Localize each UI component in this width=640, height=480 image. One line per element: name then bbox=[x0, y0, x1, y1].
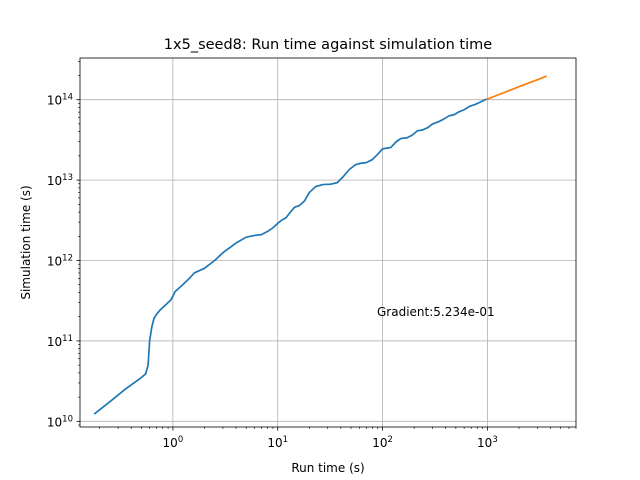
series-line-1 bbox=[93, 97, 489, 415]
y-tick-label: 1011 bbox=[47, 334, 73, 349]
x-axis-label: Run time (s) bbox=[291, 461, 364, 475]
x-tick-label: 103 bbox=[477, 435, 498, 450]
x-tick-label: 102 bbox=[372, 435, 393, 450]
plot-area-background bbox=[80, 58, 576, 427]
series-line-2 bbox=[486, 75, 547, 101]
y-tick-label: 1010 bbox=[47, 414, 73, 429]
y-tick-label: 1013 bbox=[47, 173, 73, 188]
y-axis-label: Simulation time (s) bbox=[19, 185, 33, 299]
chart-title: 1x5_seed8: Run time against simulation t… bbox=[164, 37, 492, 53]
x-tick-label: 100 bbox=[163, 435, 184, 450]
series-layer bbox=[93, 75, 547, 415]
y-tick-label: 1012 bbox=[47, 254, 73, 269]
ticks: 100 101 102 103 1010 1011 1012 1013 1014 bbox=[47, 61, 577, 450]
y-tick-label: 1014 bbox=[47, 93, 73, 108]
gradient-annotation: Gradient:5.234e-01 bbox=[377, 305, 495, 319]
x-tick-label: 101 bbox=[267, 435, 288, 450]
grid bbox=[80, 58, 576, 427]
